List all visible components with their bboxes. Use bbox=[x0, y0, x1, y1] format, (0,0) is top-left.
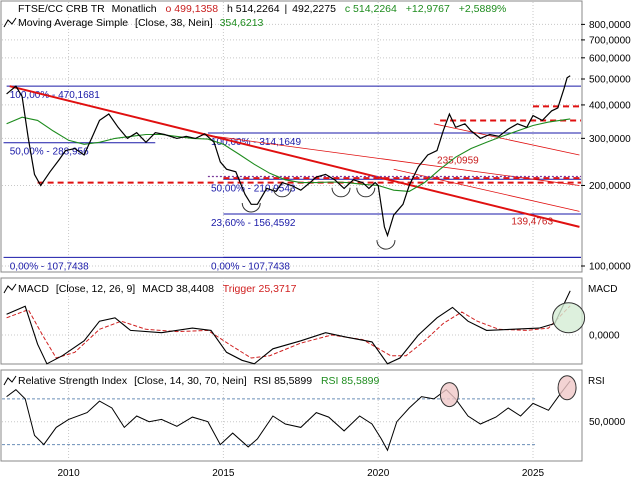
fib-label: 100,00% - 314,1649 bbox=[211, 137, 302, 148]
macd-axis-label: MACD bbox=[588, 284, 617, 295]
price-line bbox=[6, 75, 571, 238]
ma-legend: Moving Average Simple [Close, 38, Nein] … bbox=[3, 17, 264, 29]
fib-label: 50,00% - 210,9543 bbox=[211, 183, 296, 194]
rsi-value: RSI 85,5899 bbox=[254, 375, 313, 387]
axis-layer: 2010 2015 2020 2025 100,0000 200,0000 300,0000… bbox=[57, 20, 631, 479]
fib-label: 100,00% - 470,1681 bbox=[10, 90, 101, 101]
x-tick-label: 2020 bbox=[367, 468, 390, 479]
header-symbol: FTSE/CC CRB TR bbox=[18, 3, 105, 15]
rsi-line bbox=[6, 380, 571, 452]
y-tick-label: 300,0000 bbox=[589, 134, 631, 145]
header-interval: Monatlich bbox=[112, 3, 157, 15]
y-tick-label: 100,0000 bbox=[589, 262, 631, 273]
macd-value: MACD 38,4408 bbox=[142, 283, 214, 295]
rsi-params: [Close, 14, 30, 70, Nein] bbox=[134, 375, 247, 387]
svg-text:MACD [Close, 12, 26, 9]: MACD [Close, 12, 26, 9] MACD 38,4408 Tri… bbox=[18, 283, 297, 295]
ma-legend-icon bbox=[3, 17, 17, 28]
rsi-axis-label: RSI bbox=[588, 376, 605, 387]
fib-label: 0,00% - 107,7438 bbox=[211, 261, 290, 272]
macd-y-tick-label: 0,0000 bbox=[589, 331, 620, 342]
macd-panel bbox=[0, 277, 583, 365]
macd-legend: MACD [Close, 12, 26, 9] MACD 38,4408 Tri… bbox=[3, 283, 297, 295]
fib-label: 50,00% - 288,956 bbox=[10, 147, 89, 158]
y-tick-label: 800,0000 bbox=[589, 20, 631, 31]
bottom-arc-marker bbox=[241, 202, 261, 213]
channel-line bbox=[433, 123, 580, 156]
header-change-abs: +12,9767 bbox=[406, 3, 450, 15]
macd-label: MACD bbox=[18, 283, 49, 295]
rsi-highlight-circle bbox=[557, 375, 577, 401]
header-low: 492,2275 bbox=[292, 3, 336, 15]
trend-price-label: 139,4763 bbox=[511, 216, 553, 227]
ma-params: [Close, 38, Nein] bbox=[135, 17, 213, 29]
y-tick-label: 400,0000 bbox=[589, 100, 631, 111]
rsi-highlight-circle bbox=[439, 382, 459, 408]
y-tick-label: 500,0000 bbox=[589, 75, 631, 86]
rsi-y-tick-label: 50,0000 bbox=[589, 417, 626, 428]
annotation-layer bbox=[241, 187, 586, 408]
bottom-arc-marker bbox=[376, 240, 396, 250]
x-tick-label: 2015 bbox=[212, 468, 235, 479]
macd-line bbox=[6, 290, 571, 365]
trendline-layer: 235,0959 139,4763 bbox=[9, 85, 581, 228]
y-tick-label: 600,0000 bbox=[589, 53, 631, 64]
macd-params: [Close, 12, 26, 9] bbox=[56, 283, 135, 295]
rsi-value-2: RSI 85,5899 bbox=[321, 375, 380, 387]
header-open: o 499,1358 bbox=[166, 3, 219, 15]
x-tick-label: 2010 bbox=[57, 468, 80, 479]
rsi-legend: Relative Strength Index [Close, 14, 30, … bbox=[3, 375, 380, 387]
header-close: c 514,2264 bbox=[345, 3, 397, 15]
y-tick-label: 200,0000 bbox=[589, 181, 631, 192]
bottom-arc-marker bbox=[331, 187, 351, 198]
ma-line bbox=[6, 116, 571, 192]
trigger-value: Trigger 25,3717 bbox=[223, 283, 297, 295]
y-tick-label: 700,0000 bbox=[589, 35, 631, 46]
bottom-arc-marker bbox=[356, 187, 376, 198]
ma-label: Moving Average Simple bbox=[18, 17, 128, 29]
bottom-arc-marker bbox=[272, 187, 292, 198]
rsi-panel bbox=[0, 369, 583, 462]
grid-layer bbox=[2, 2, 581, 461]
rsi-legend-icon bbox=[3, 375, 17, 386]
macd-legend-icon bbox=[3, 283, 17, 294]
price-header: FTSE/CC CRB TR Monatlich o 499,1358 h 51… bbox=[18, 3, 506, 15]
rsi-label: Relative Strength Index bbox=[18, 375, 128, 387]
header-high: h 514,2264 bbox=[227, 3, 280, 15]
macd-highlight-circle bbox=[552, 302, 586, 334]
series-layer bbox=[6, 75, 571, 452]
fib-label: 0,00% - 107,7438 bbox=[10, 261, 89, 272]
main-trendline bbox=[9, 85, 580, 228]
trigger-line bbox=[6, 305, 571, 359]
header-change-pct: +2,5889% bbox=[459, 3, 507, 15]
x-tick-label: 2025 bbox=[522, 468, 545, 479]
svg-text:Relative Strength Index: Relative Strength Index [Close, 14, 30, … bbox=[18, 375, 380, 387]
svg-text:Moving Average Simple [C: Moving Average Simple [Close, 38, Nein] … bbox=[18, 17, 264, 29]
ma-value: 354,6213 bbox=[220, 17, 264, 29]
trend-price-label: 235,0959 bbox=[437, 156, 479, 167]
fib-label: 23,60% - 156,4592 bbox=[211, 218, 296, 229]
